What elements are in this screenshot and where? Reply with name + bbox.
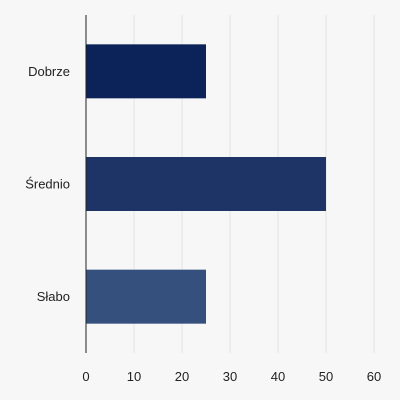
x-tick-label-30: 30 bbox=[223, 369, 237, 384]
x-axis-ticks: 0 10 20 30 40 50 60 bbox=[82, 369, 381, 384]
x-tick-label-20: 20 bbox=[175, 369, 189, 384]
x-tick-label-40: 40 bbox=[271, 369, 285, 384]
bars bbox=[86, 44, 326, 324]
bar-0 bbox=[86, 44, 206, 99]
bar-1 bbox=[86, 157, 326, 211]
x-tick-label-10: 10 bbox=[127, 369, 141, 384]
x-tick-label-0: 0 bbox=[82, 369, 89, 384]
category-label-1: Średnio bbox=[25, 177, 70, 192]
y-axis-categories: Dobrze Średnio Słabo bbox=[25, 64, 70, 304]
x-tick-label-50: 50 bbox=[319, 369, 333, 384]
category-label-2: Słabo bbox=[37, 289, 70, 304]
category-label-0: Dobrze bbox=[28, 64, 70, 79]
x-tick-label-60: 60 bbox=[367, 369, 381, 384]
bar-2 bbox=[86, 269, 206, 324]
